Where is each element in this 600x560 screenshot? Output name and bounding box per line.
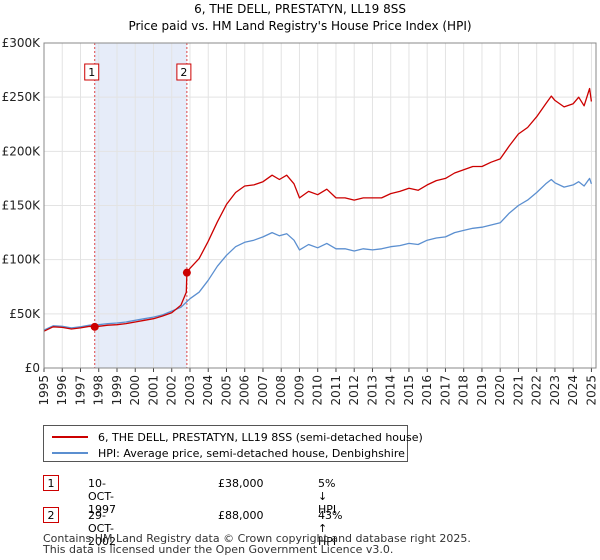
x-tick-label: 2004	[201, 375, 215, 406]
x-tick-label: 2013	[365, 375, 379, 406]
x-tick-label: 2007	[256, 375, 270, 406]
x-tick-label: 2017	[438, 375, 452, 406]
sale-label-number: 1	[88, 66, 95, 79]
series-line-hpi	[43, 177, 593, 331]
x-tick-label: 2018	[457, 375, 471, 406]
x-tick-label: 1999	[110, 375, 124, 406]
legend-item-property: 6, THE DELL, PRESTATYN, LL19 8SS (semi-d…	[52, 429, 423, 445]
event-badge-2: 2	[43, 507, 59, 523]
chart-title: 6, THE DELL, PRESTATYN, LL19 8SS	[194, 2, 406, 16]
x-tick-label: 2002	[165, 375, 179, 406]
y-tick-label: £150K	[2, 199, 42, 213]
event-hpi: 5% ↓ HPI	[318, 477, 337, 516]
sale-label-box-1: 1	[84, 63, 100, 81]
x-tick-label: 2003	[183, 375, 197, 406]
sale-label-frame	[84, 63, 100, 81]
x-tick-label: 2008	[274, 375, 288, 406]
sale-label-frame	[176, 63, 192, 81]
footer-licence: This data is licensed under the Open Gov…	[43, 543, 394, 556]
price-chart: £0 £50K £100K £150K £200K £250K £300K 1995 1996 1…	[2, 36, 599, 406]
x-tick-label: 2000	[128, 375, 142, 406]
sale-label-box-2: 2	[176, 63, 192, 81]
x-tick-label: 2021	[511, 375, 525, 406]
legend-swatch-hpi	[52, 452, 88, 454]
y-tick-label: £300K	[2, 36, 42, 50]
series-line-property	[43, 87, 593, 332]
legend-swatch-property	[52, 436, 88, 438]
event-price: £88,000	[218, 509, 264, 522]
event-badge-1: 1	[43, 475, 59, 491]
y-tick-label: £0	[25, 361, 40, 375]
x-tick-label: 2019	[475, 375, 489, 406]
legend-label-hpi: HPI: Average price, semi-detached house,…	[98, 446, 405, 460]
y-tick-label: £200K	[2, 144, 42, 158]
plot-frame	[43, 42, 597, 369]
event-date: 29-OCT-2002	[88, 509, 116, 548]
legend: 6, THE DELL, PRESTATYN, LL19 8SS (semi-d…	[43, 425, 423, 462]
x-tick-label: 1997	[73, 375, 87, 406]
y-tick-label: £250K	[2, 90, 42, 104]
x-tick-label: 1995	[37, 375, 51, 406]
x-tick-label: 1998	[92, 375, 106, 406]
event-hpi: 43% ↑ HPI	[318, 509, 343, 548]
sale-point-2	[182, 268, 191, 277]
x-tick-label: 2010	[311, 375, 325, 406]
sale-label-number: 2	[180, 66, 187, 79]
x-tick-label: 2022	[530, 375, 544, 406]
sale-point-1	[90, 322, 99, 331]
x-tick-label: 2001	[146, 375, 160, 406]
footer-copyright: Contains HM Land Registry data © Crown c…	[43, 532, 471, 545]
x-tick-label: 2012	[347, 375, 361, 406]
y-tick-label: £100K	[2, 253, 42, 267]
x-tick-label: 2009	[292, 375, 306, 406]
x-tick-label: 2014	[384, 375, 398, 406]
x-tick-label: 2020	[493, 375, 507, 406]
x-tick-label: 2015	[402, 375, 416, 406]
y-tick-label: £50K	[9, 307, 41, 321]
x-tick-label: 2011	[329, 375, 343, 406]
x-tick-label: 2024	[566, 375, 580, 406]
x-tick-label: 2016	[420, 375, 434, 406]
legend-item-hpi: HPI: Average price, semi-detached house,…	[52, 445, 405, 461]
x-tick-label: 1996	[55, 375, 69, 406]
legend-label-property: 6, THE DELL, PRESTATYN, LL19 8SS (semi-d…	[98, 430, 423, 444]
x-tick-label: 2005	[219, 375, 233, 406]
x-tick-label: 2025	[584, 375, 598, 406]
chart-subtitle: Price paid vs. HM Land Registry's House …	[128, 19, 472, 33]
x-tick-label: 2023	[548, 375, 562, 406]
x-tick-label: 2006	[238, 375, 252, 406]
event-price: £38,000	[218, 477, 264, 490]
event-date: 10-OCT-1997	[88, 477, 116, 516]
